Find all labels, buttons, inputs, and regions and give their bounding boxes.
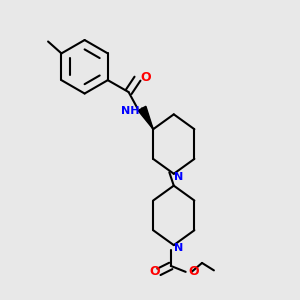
Text: N: N [174, 172, 183, 182]
Text: O: O [149, 266, 160, 278]
Text: NH: NH [121, 106, 139, 116]
Text: O: O [140, 71, 151, 84]
Text: O: O [189, 266, 199, 278]
Text: N: N [174, 243, 183, 253]
Polygon shape [138, 106, 153, 129]
